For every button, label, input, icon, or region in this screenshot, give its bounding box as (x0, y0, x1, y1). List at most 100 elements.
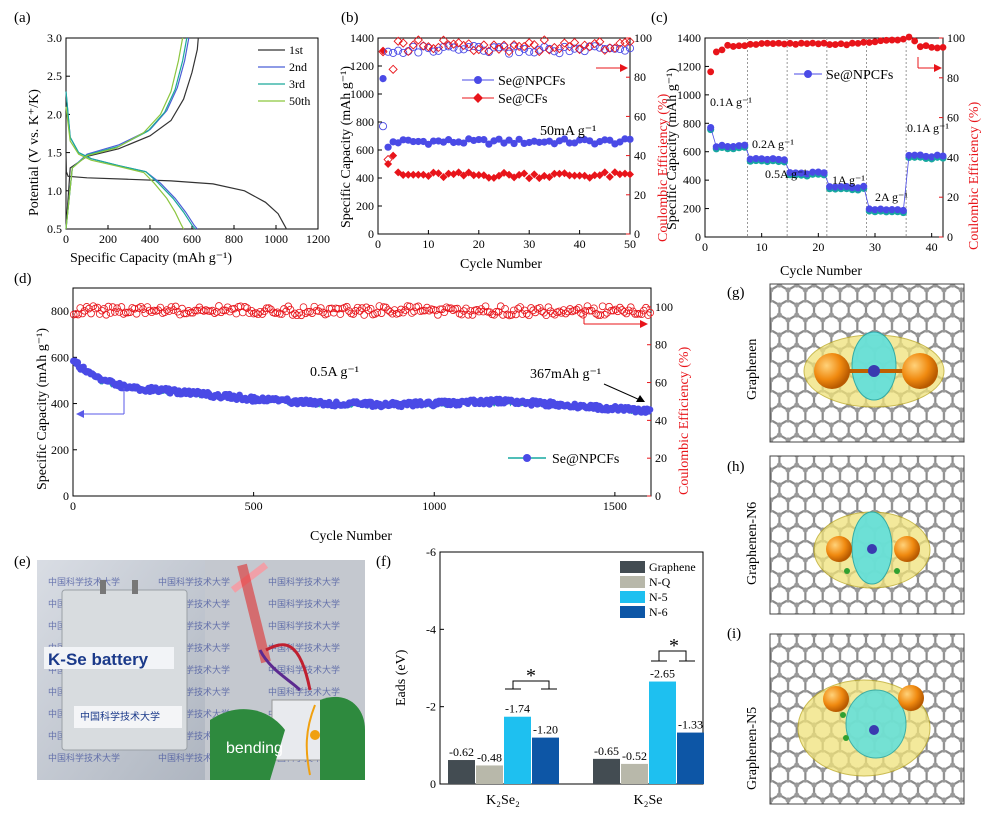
panel-d-ce-point (468, 311, 477, 319)
panel-d-ce-point (496, 302, 505, 311)
panel-c-ce-point (780, 40, 788, 48)
wire-purple (258, 649, 302, 692)
panel-c-legend-marker (804, 70, 812, 78)
se-atom-i (869, 725, 879, 735)
panel-d-ce-point (434, 311, 442, 319)
panel-d-ce-point (286, 305, 295, 314)
panel-b-ce-se-cfs-point (454, 38, 464, 48)
panel-d-ce-point (264, 304, 273, 312)
panel-b-capacity-se-cfs-point (530, 170, 539, 179)
panel-d-xtick-label: 1500 (603, 499, 627, 513)
panel-b-ce-se-cfs-point (494, 44, 504, 54)
panel-b-capacity-se-cfs-point (429, 168, 438, 177)
panel-d-ce-point (98, 306, 106, 315)
panel-a-ytick-label: 3.0 (47, 31, 62, 45)
panel-c-capacity-link (761, 158, 768, 160)
panel-d-xlabel: Cycle Number (310, 529, 392, 544)
panel-b-ce-se-npcfs-point (394, 46, 403, 55)
panel-b-ce-se-cfs-point (388, 64, 398, 74)
panel-c-capacity-link (750, 158, 757, 160)
panel-d-ce-point (375, 302, 384, 310)
panel-d-ce-point (208, 306, 217, 315)
panel-a-curve-2nd-discharge (65, 91, 198, 230)
panel-c-ytick-label: 0 (695, 230, 701, 244)
panel-b-ce-se-cfs-point (433, 42, 444, 53)
panel-c-ytick-label: 200 (683, 202, 701, 216)
panel-b-ce-se-cfs-point (489, 40, 499, 50)
panel-d-ce-point (282, 307, 290, 316)
panel-b-ce-se-cfs-point (524, 38, 534, 48)
panel-b-ce-se-cfs-point (479, 40, 489, 50)
panel-c-ce-point (894, 36, 902, 44)
panel-b-ce-se-cfs-point (393, 36, 403, 46)
panel-b-capacity-se-npcfs-point (379, 75, 387, 83)
panel-b-legend: Se@NPCFs Se@CFs (462, 74, 565, 107)
panel-b-capacity-se-cfs-point (484, 173, 493, 182)
panel-d-ce-point (310, 302, 319, 311)
panel-b-capacity-se-cfs-point (384, 160, 393, 168)
panel-d-ce-point (386, 307, 394, 316)
panel-a-curve-50th-discharge (65, 106, 185, 230)
panel-d-ce-point (642, 303, 650, 312)
panel-b-capacity-se-npcfs-point (475, 135, 483, 144)
panel-b-capacity-se-cfs-point (570, 171, 579, 180)
panel-f-ytick-label: -4 (426, 622, 436, 636)
panel-d-ce-point (217, 308, 225, 317)
panel-c-legend-label: Se@NPCFs (826, 68, 893, 83)
panel-d-legend-marker (523, 454, 531, 462)
panel-a-legend-label: 2nd (289, 60, 307, 74)
panel-b-capacity-se-npcfs-point (505, 136, 513, 144)
panel-label-g: (g) (727, 285, 745, 301)
panel-b-capacity-se-npcfs-point (460, 139, 468, 147)
panel-d-ce-point (544, 303, 553, 312)
led-glow (237, 563, 271, 664)
panel-c-ce-point (729, 43, 737, 50)
panel-b-capacity-se-cfs-point (605, 172, 614, 181)
panel-d-ce-point (262, 304, 271, 313)
panel-d-ce-point (241, 303, 249, 311)
structure-label-g: Graphenen (745, 339, 760, 400)
panel-c-rate-label: 0.5A g⁻¹ (765, 167, 807, 181)
panel-b-legend-label-se-cfs: Se@CFs (498, 92, 547, 107)
panel-b-capacity-se-cfs-point (439, 173, 448, 182)
panel-d-ce-point (113, 304, 121, 313)
panel-c-capacity-link (874, 208, 881, 211)
panel-c-xlabel: Cycle Number (780, 264, 862, 279)
panel-c-ytick-label: 400 (683, 173, 701, 187)
panel-c-ce-point (888, 36, 896, 44)
panel-f-category-label: K₂Se₂ (486, 793, 520, 808)
panel-c-ytick-label: 600 (683, 145, 701, 159)
panel-b-ce-se-cfs-point (595, 37, 605, 47)
panel-f-legend-label: N-Q (649, 575, 671, 589)
panel-b-ce-se-cfs-point (539, 35, 549, 45)
panel-a-curve-3rd-discharge (65, 91, 196, 230)
panel-b-ce-se-npcfs-point (535, 45, 544, 54)
panel-d-ce-point (364, 306, 373, 315)
panel-b-capacity-se-cfs-point (409, 170, 418, 179)
panel-d-ce-point (288, 311, 297, 319)
panel-a-legend-label: 50th (289, 94, 310, 108)
panel-b-y2tick-label: 100 (634, 31, 652, 45)
panel-f-bar-label: -1.74 (505, 702, 530, 716)
panel-f-ylabel: Eads (eV) (394, 649, 409, 706)
panel-b-xtick-label: 40 (574, 237, 586, 251)
panel-f-bar-N-6 (677, 732, 704, 784)
panel-d-ce-point (343, 302, 351, 311)
panel-f-legend-label: N-6 (649, 605, 668, 619)
panel-d-ce-point (275, 310, 284, 318)
panel-f-legend-swatch (620, 606, 645, 618)
panel-c-y2tick-label: 80 (947, 71, 959, 85)
panel-f-bar-label: -0.48 (477, 750, 502, 764)
panel-label-a: (a) (14, 10, 31, 26)
panel-d-capacity-annotation: 367mAh g⁻¹ (530, 367, 601, 382)
pouch-tab-left (100, 580, 106, 594)
panel-c-ce-point (752, 41, 760, 48)
panel-label-e: (e) (14, 554, 31, 570)
panel-c-capacity-point (888, 206, 896, 214)
panel-a-ytick-label: 1.5 (47, 146, 62, 160)
panel-d-y2tick-label: 20 (655, 451, 667, 465)
panel-d-ce-point (501, 304, 509, 313)
panel-b-ce-se-npcfs-point (378, 122, 388, 131)
sig-star-k2se2: * (526, 665, 536, 687)
panel-b-capacity-se-npcfs-point (480, 136, 488, 144)
